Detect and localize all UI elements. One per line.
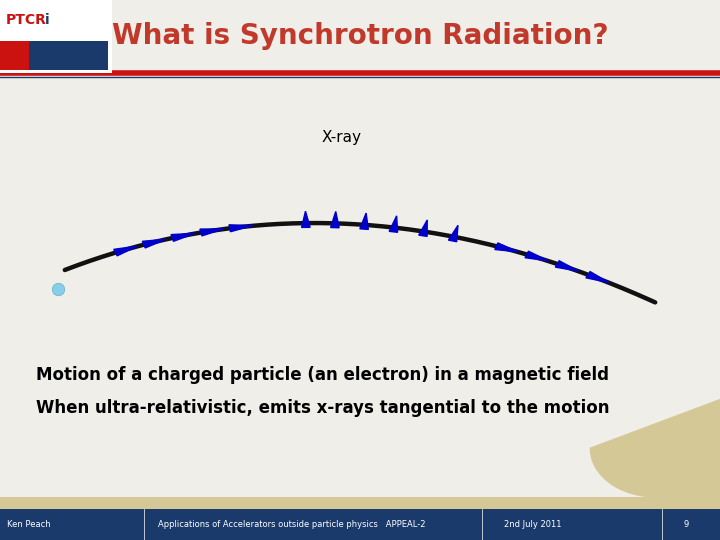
Polygon shape — [302, 211, 310, 227]
FancyBboxPatch shape — [0, 509, 720, 540]
Polygon shape — [114, 246, 138, 256]
FancyBboxPatch shape — [68, 40, 108, 70]
Polygon shape — [330, 212, 339, 228]
FancyBboxPatch shape — [0, 497, 720, 509]
Polygon shape — [200, 229, 224, 236]
Polygon shape — [229, 225, 253, 232]
Text: 2nd July 2011: 2nd July 2011 — [504, 520, 562, 529]
Text: i: i — [45, 14, 49, 28]
Polygon shape — [360, 213, 369, 230]
Text: 9: 9 — [684, 520, 689, 529]
Polygon shape — [555, 261, 579, 271]
Text: X-ray: X-ray — [322, 130, 362, 145]
Text: Applications of Accelerators outside particle physics   APPEAL-2: Applications of Accelerators outside par… — [158, 520, 426, 529]
FancyBboxPatch shape — [0, 0, 112, 73]
Polygon shape — [590, 400, 720, 497]
Text: When ultra-relativistic, emits x-rays tangential to the motion: When ultra-relativistic, emits x-rays ta… — [36, 399, 610, 417]
Text: PTCR: PTCR — [6, 14, 47, 28]
Text: Ken Peach: Ken Peach — [7, 520, 51, 529]
FancyBboxPatch shape — [0, 0, 720, 73]
Polygon shape — [390, 216, 397, 232]
FancyBboxPatch shape — [29, 40, 68, 70]
Polygon shape — [143, 239, 166, 248]
Polygon shape — [495, 243, 518, 252]
Polygon shape — [419, 220, 427, 237]
Polygon shape — [586, 272, 609, 282]
FancyBboxPatch shape — [0, 40, 29, 70]
Polygon shape — [525, 251, 549, 261]
Text: What is Synchrotron Radiation?: What is Synchrotron Radiation? — [112, 23, 608, 50]
Text: Motion of a charged particle (an electron) in a magnetic field: Motion of a charged particle (an electro… — [36, 366, 609, 384]
Polygon shape — [449, 225, 458, 242]
Polygon shape — [171, 233, 195, 241]
